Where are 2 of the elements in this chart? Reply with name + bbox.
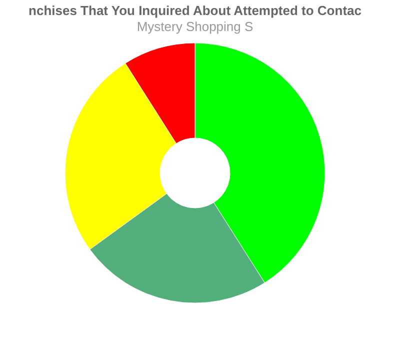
chart-subtitle: Mystery Shopping S xyxy=(136,19,254,34)
chart-title: nchises That You Inquired About Attempted to Contac xyxy=(28,3,362,18)
